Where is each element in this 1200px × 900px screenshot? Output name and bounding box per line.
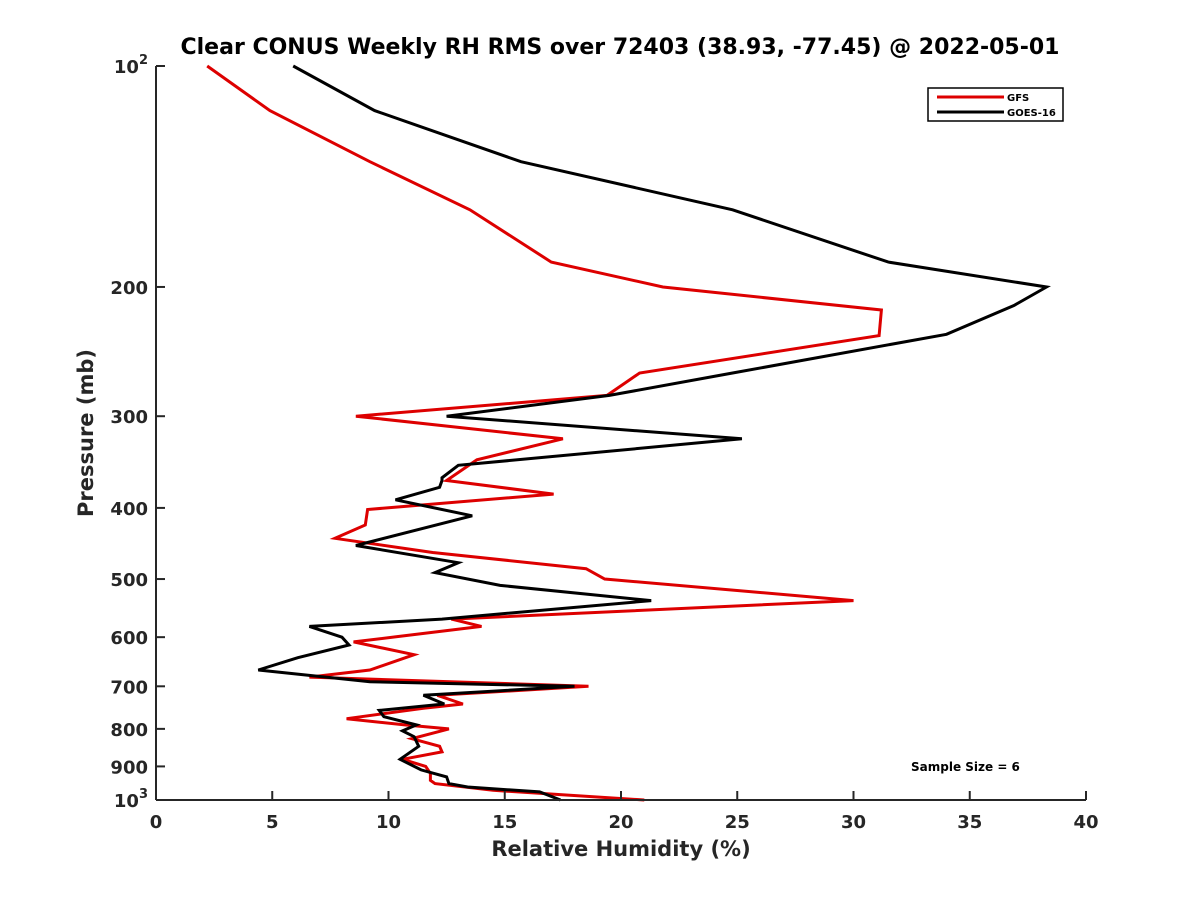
- x-tick-label: 30: [841, 812, 866, 833]
- y-tick-label: 900: [110, 757, 148, 778]
- x-tick-label: 40: [1073, 812, 1098, 833]
- x-tick-label: 0: [150, 812, 163, 833]
- x-tick-label: 20: [608, 812, 633, 833]
- y-tick-label: 200: [110, 278, 148, 299]
- legend: GFS GOES-16: [927, 87, 1064, 122]
- plot-area: [156, 66, 1086, 800]
- legend-label-gfs: GFS: [1007, 93, 1029, 104]
- y-axis-title: Pressure (mb): [74, 349, 98, 517]
- x-tick-label: 35: [957, 812, 982, 833]
- x-ticks: 0 5 10 15 20 25 30 35 40: [150, 791, 1099, 833]
- x-tick-label: 10: [376, 812, 401, 833]
- y-tick-label: 102: [114, 53, 148, 78]
- x-tick-label: 25: [725, 812, 750, 833]
- y-tick-label: 600: [110, 628, 148, 649]
- y-tick-label: 103: [114, 787, 148, 812]
- chart-title: Clear CONUS Weekly RH RMS over 72403 (38…: [181, 35, 1060, 60]
- series-line-goes-16: [257, 64, 1051, 802]
- y-tick-label: 400: [110, 499, 148, 520]
- y-tick-label: 700: [110, 677, 148, 698]
- x-tick-label: 5: [266, 812, 279, 833]
- y-ticks: 103 900 800 700 600 500 400 300 200 102: [110, 53, 165, 812]
- y-tick-label: 800: [110, 720, 148, 741]
- x-tick-label: 15: [492, 812, 517, 833]
- x-axis-title: Relative Humidity (%): [491, 837, 750, 861]
- legend-label-goes-16: GOES-16: [1007, 108, 1056, 119]
- sample-size-annotation: Sample Size = 6: [911, 760, 1020, 774]
- series-layer: [206, 64, 1051, 802]
- y-tick-label: 300: [110, 407, 148, 428]
- y-tick-label: 500: [110, 570, 148, 591]
- legend-box: [927, 87, 1064, 122]
